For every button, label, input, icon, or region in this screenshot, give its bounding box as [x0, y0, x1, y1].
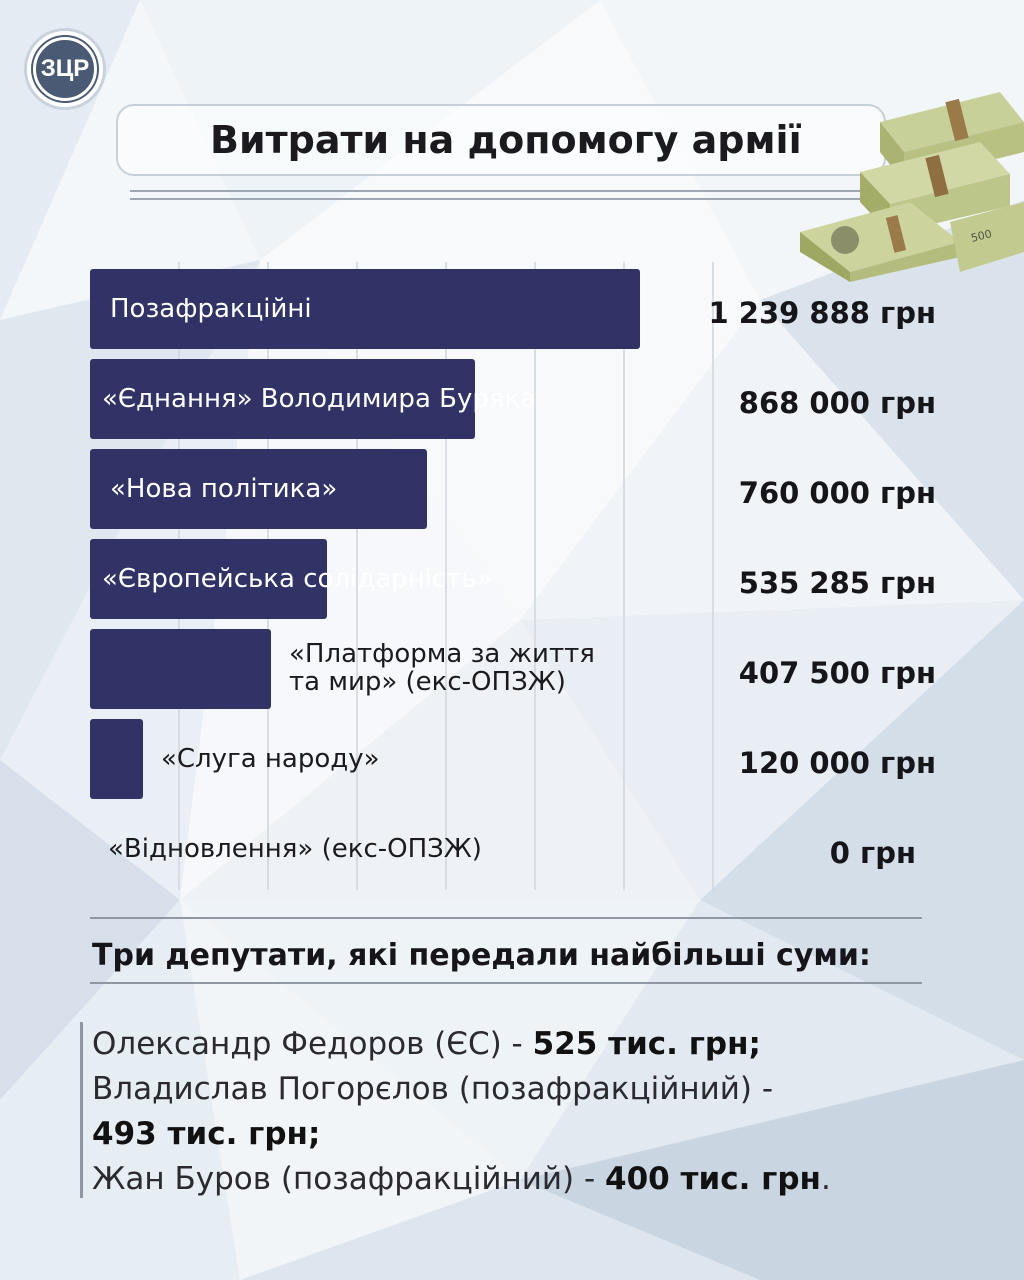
- deputy-line-1: Олександр Федоров (ЄС) - 525 тис. грн;: [92, 1022, 960, 1067]
- money-stack-illustration: 500: [800, 92, 1024, 282]
- logo-text: ЗЦР: [33, 37, 97, 101]
- bar-label: «Єднання» Володимира Буряка: [102, 384, 536, 414]
- bar-chart: Позафракційні 1 239 888 грн «Єднання» Воло…: [90, 262, 940, 892]
- bar-label: «Європейська солідарність»: [102, 564, 493, 594]
- bar-label-line: «Платформа за життя: [289, 639, 595, 669]
- separator-top: [90, 917, 922, 919]
- value-label: 1 239 888 грн: [708, 296, 936, 330]
- deputies-list: Олександр Федоров (ЄС) - 525 тис. грн; В…: [80, 1022, 960, 1198]
- bar: [90, 719, 143, 799]
- chart-canvas: [90, 262, 714, 890]
- bar: [90, 269, 640, 349]
- value-label: 868 000 грн: [738, 386, 936, 420]
- title-underline-1: [130, 190, 870, 192]
- bar: [90, 629, 271, 709]
- bar-label: Позафракційні: [110, 294, 312, 324]
- bar-label-line: Позафракційні: [110, 294, 312, 324]
- deputy-amount-2: 493 тис. грн;: [92, 1116, 321, 1152]
- bar-label: «Нова політика»: [110, 474, 337, 504]
- deputy-tail-3: .: [820, 1161, 831, 1197]
- bar-label: «Слуга народу»: [161, 744, 380, 774]
- deputy-line-2-amount: 493 тис. грн;: [92, 1112, 960, 1157]
- bar-label-line: «Нова політика»: [110, 474, 338, 504]
- svg-text:500: 500: [970, 227, 994, 245]
- value-label: 535 285 грн: [738, 566, 936, 600]
- bar-label-line: та мир» (екс-ОПЗЖ): [289, 667, 566, 697]
- bar: [90, 449, 427, 529]
- title-box: [116, 104, 886, 176]
- page-title: Витрати на допомогу армії: [210, 118, 802, 162]
- bar-label-line: «Відновлення» (екс-ОПЗЖ): [108, 834, 482, 864]
- title-underline-2: [130, 198, 870, 200]
- bar-label: «Платформа за життя та мир» (екс-ОПЗЖ): [289, 639, 595, 695]
- bar-label-line: «Єднання» Володимира Буряка: [102, 384, 537, 414]
- bar-label-line: «Слуга народу»: [161, 744, 380, 774]
- deputy-name-2: Владислав Погорєлов (позафракційний) -: [92, 1071, 774, 1107]
- logo: ЗЦР: [24, 28, 106, 110]
- deputy-name-3: Жан Буров (позафракційний) -: [92, 1161, 606, 1197]
- bar-label-line: «Європейська солідарність»: [102, 564, 493, 594]
- bar-label: «Відновлення» (екс-ОПЗЖ): [108, 834, 482, 864]
- value-label: 120 000 грн: [738, 746, 936, 780]
- value-label: 760 000 грн: [738, 476, 936, 510]
- bar: [90, 359, 475, 439]
- value-label: 407 500 грн: [738, 656, 936, 690]
- value-label: 0 грн: [829, 836, 916, 870]
- bar: [90, 539, 327, 619]
- deputy-name-1: Олександр Федоров (ЄС) -: [92, 1026, 533, 1062]
- deputy-amount-1: 525 тис. грн;: [532, 1026, 761, 1062]
- deputy-line-3: Жан Буров (позафракційний) - 400 тис. гр…: [92, 1157, 960, 1202]
- separator-bottom: [90, 982, 922, 984]
- deputy-line-2: Владислав Погорєлов (позафракційний) -: [92, 1067, 960, 1112]
- deputy-amount-3: 400 тис. грн: [605, 1161, 821, 1197]
- section-title: Три депутати, які передали найбільші сум…: [92, 938, 871, 973]
